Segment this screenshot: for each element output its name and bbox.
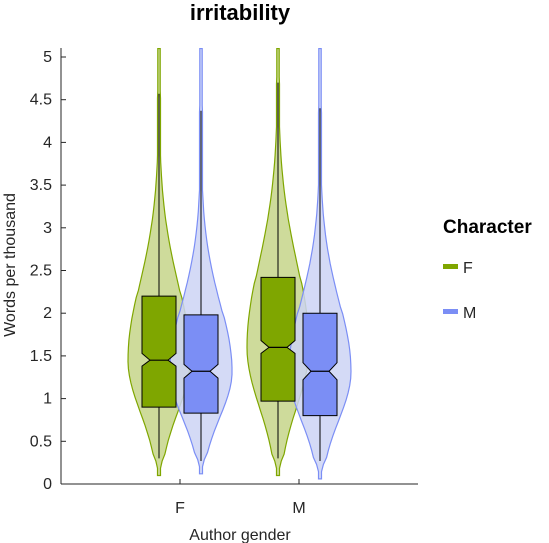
box-M-F (183, 314, 219, 414)
y-tick-label: 1.5 (30, 348, 52, 365)
y-tick-label: 4 (43, 134, 52, 151)
y-tick-label: 2.5 (30, 263, 52, 280)
legend: Character FM (443, 217, 532, 322)
legend-items: FM (443, 260, 476, 322)
y-tick-label: 5 (43, 49, 52, 66)
legend-title: Character (443, 217, 532, 238)
y-axis-title: Words per thousand (2, 193, 19, 337)
y-tick-label: 3 (43, 220, 52, 237)
y-tick-label: 0.5 (30, 433, 52, 450)
y-tick-label: 0 (43, 476, 52, 493)
legend-swatch-F (443, 264, 458, 269)
box-F-F (141, 295, 177, 408)
y-tick-label: 3.5 (30, 177, 52, 194)
y-tick-label: 2 (43, 305, 52, 322)
plot-area (127, 48, 352, 480)
legend-label-M: M (463, 305, 476, 322)
y-tick-label: 1 (43, 391, 52, 408)
plot-clipped-group (127, 48, 352, 480)
legend-swatch-M (443, 309, 458, 314)
x-tick-label: F (175, 500, 185, 517)
legend-label-F: F (463, 260, 473, 277)
box-F-M (260, 276, 296, 402)
x-axis-title: Author gender (189, 527, 291, 543)
chart-title: irritability (190, 0, 291, 25)
x-tick-label: M (292, 500, 305, 517)
axes: 0 0.5 1 1.5 2 2.5 3 3.5 4 4.5 5 F M (30, 48, 418, 517)
y-tick-label: 4.5 (30, 92, 52, 109)
box-M-M (302, 312, 338, 417)
